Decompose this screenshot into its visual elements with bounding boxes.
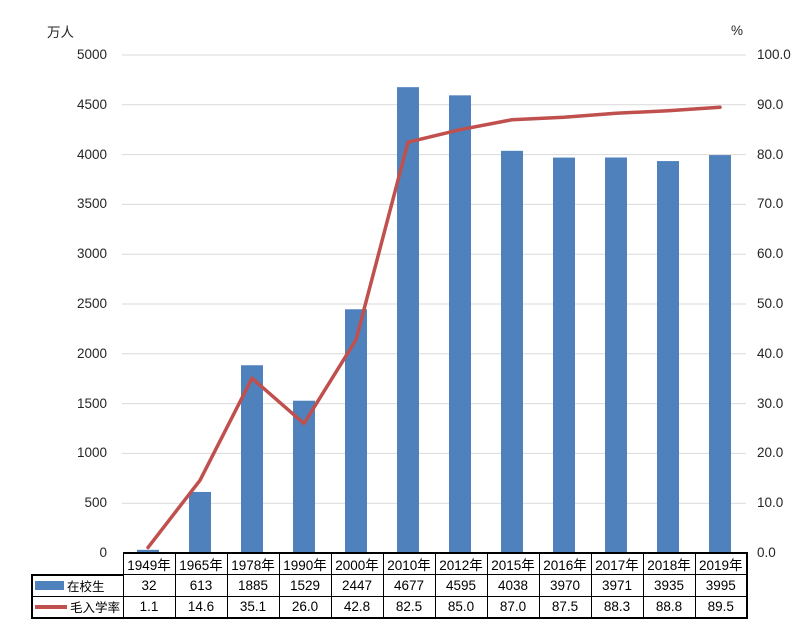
line-series-swatch-icon <box>35 604 67 609</box>
left-axis-tick-label: 4000 <box>76 146 107 162</box>
value-cell: 14.6 <box>174 595 228 619</box>
value-cell: 1.1 <box>122 595 176 619</box>
legend-item-gross-rate: 毛入学率 <box>31 595 124 619</box>
left-axis-unit-label: 万人 <box>47 25 74 40</box>
year-header: 2019年 <box>694 552 748 575</box>
left-axis-tick-label: 4500 <box>76 96 107 112</box>
value-cell: 35.1 <box>226 595 280 619</box>
value-cell: 1529 <box>278 574 332 597</box>
value-cell: 26.0 <box>278 595 332 619</box>
value-cell: 4677 <box>382 574 436 597</box>
value-cell: 3971 <box>590 574 644 597</box>
bar-2012年 <box>449 95 471 553</box>
year-header: 1978年 <box>226 552 280 575</box>
value-cell: 89.5 <box>694 595 748 619</box>
right-axis-tick-label: 40.0 <box>757 345 784 361</box>
year-header: 2018年 <box>642 552 696 575</box>
value-cell: 82.5 <box>382 595 436 619</box>
year-header: 2012年 <box>434 552 488 575</box>
right-axis-tick-label: 90.0 <box>757 96 784 112</box>
right-axis-tick-label: 20.0 <box>757 445 784 461</box>
left-axis-tick-label: 3000 <box>76 246 107 262</box>
left-axis-tick-label: 5000 <box>76 47 107 62</box>
value-cell: 2447 <box>330 574 384 597</box>
legend-series-name: 在校生 <box>67 580 105 594</box>
bar-1965年 <box>189 491 211 553</box>
bar-1949年 <box>137 549 159 553</box>
right-axis-tick-label: 0.0 <box>757 545 776 560</box>
data-table: 1949年 1965年 1978年 1990年 2000年 2010年 2012年 2015年… <box>31 552 748 619</box>
bar-2017年 <box>605 157 627 553</box>
right-axis-tick-label: 30.0 <box>757 395 784 411</box>
year-header: 2015年 <box>486 552 540 575</box>
left-axis-tick-label: 1500 <box>76 395 107 411</box>
left-axis-tick-label: 2000 <box>76 345 107 361</box>
year-header: 1990年 <box>278 552 332 575</box>
year-header: 2017年 <box>590 552 644 575</box>
value-cell: 87.0 <box>486 595 540 619</box>
left-axis-tick-label: 1000 <box>76 445 107 461</box>
left-axis-tick-label: 3500 <box>76 196 107 212</box>
value-cell: 4595 <box>434 574 488 597</box>
right-axis-tick-label: 50.0 <box>757 296 784 311</box>
value-cell: 85.0 <box>434 595 488 619</box>
value-cell: 32 <box>122 574 176 597</box>
right-axis-tick-label: 60.0 <box>757 246 784 262</box>
year-header: 2000年 <box>330 552 384 575</box>
value-cell: 613 <box>174 574 228 597</box>
bar-series-swatch-icon <box>35 581 64 590</box>
bar-2019年 <box>709 155 731 553</box>
bar-2016年 <box>553 157 575 553</box>
table-corner-spacer <box>32 553 123 575</box>
right-axis-tick-label: 10.0 <box>757 495 784 511</box>
right-axis-tick-label: 100.0 <box>757 47 791 62</box>
value-cell: 88.8 <box>642 595 696 619</box>
year-header: 1949年 <box>122 552 176 575</box>
value-cell: 3935 <box>642 574 696 597</box>
year-header: 2010年 <box>382 552 436 575</box>
value-cell: 1885 <box>226 574 280 597</box>
legend-series-name: 毛入学率 <box>70 601 121 615</box>
right-axis-tick-label: 80.0 <box>757 146 784 162</box>
line-series <box>146 105 722 550</box>
right-axis-unit-label: % <box>731 23 744 38</box>
year-header: 1965年 <box>174 552 228 575</box>
bar-2010年 <box>397 87 419 553</box>
left-axis-tick-label: 500 <box>84 495 107 511</box>
value-cell: 3995 <box>694 574 748 597</box>
bar-2018年 <box>657 161 679 553</box>
value-cell: 42.8 <box>330 595 384 619</box>
value-cell: 88.3 <box>590 595 644 619</box>
bar-2015年 <box>501 150 523 554</box>
year-header: 2016年 <box>538 552 592 575</box>
value-cell: 3970 <box>538 574 592 597</box>
bar-1990年 <box>293 400 315 553</box>
legend-item-enrollment: 在校生 <box>31 573 124 597</box>
value-cell: 4038 <box>486 574 540 597</box>
right-axis-tick-label: 70.0 <box>757 196 784 212</box>
value-cell: 87.5 <box>538 595 592 619</box>
bar-2000年 <box>345 309 367 553</box>
left-axis-tick-label: 2500 <box>76 296 107 311</box>
left-axis-tick-label: 0 <box>99 545 107 560</box>
bar-1978年 <box>241 365 263 553</box>
